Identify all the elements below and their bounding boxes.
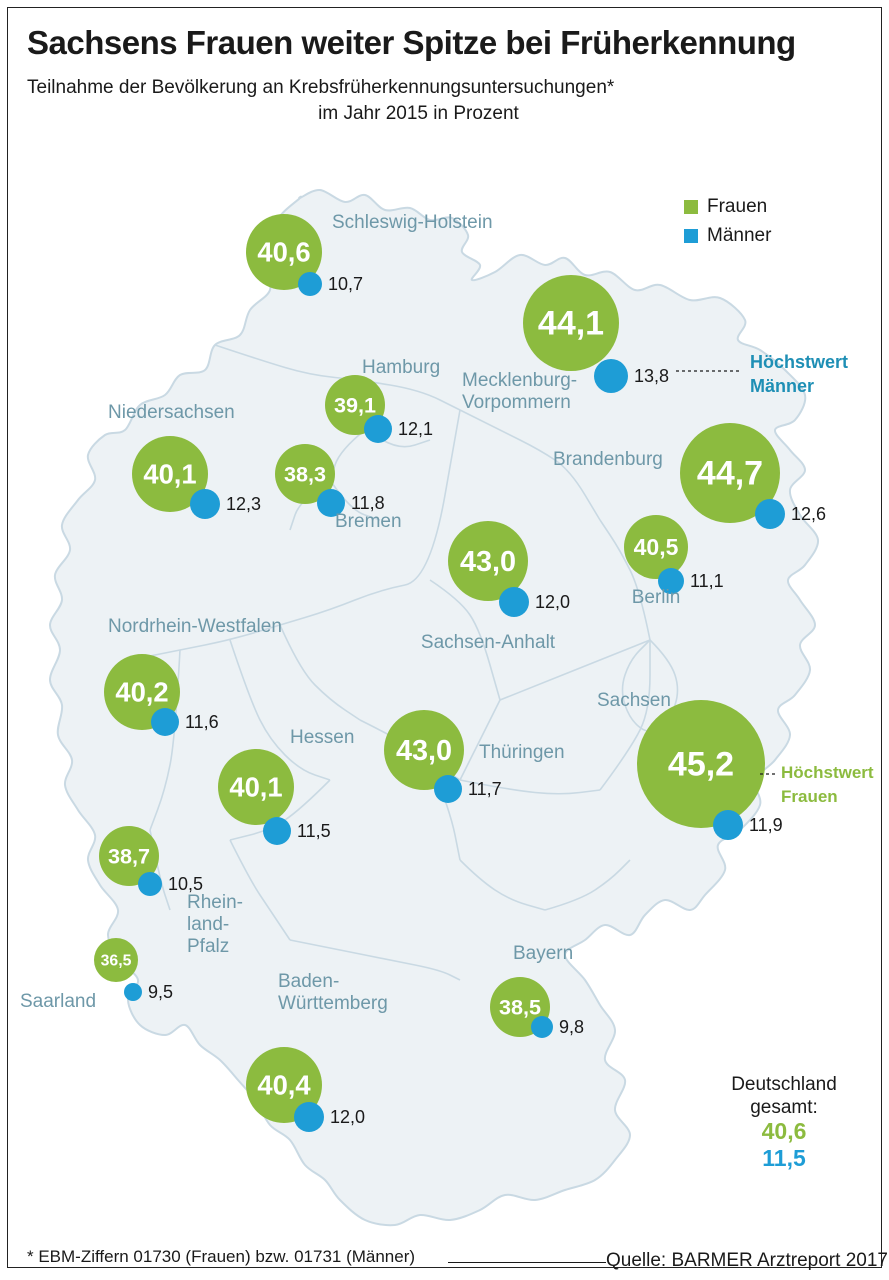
svg-text:40,4: 40,4 (257, 1069, 311, 1100)
svg-text:40,6: 40,6 (762, 1118, 807, 1144)
svg-text:Frauen: Frauen (781, 787, 838, 806)
svg-text:Brandenburg: Brandenburg (553, 449, 663, 470)
svg-text:40,1: 40,1 (143, 458, 196, 489)
svg-text:36,5: 36,5 (101, 952, 132, 969)
svg-text:Hamburg: Hamburg (362, 357, 440, 378)
svg-text:45,2: 45,2 (668, 746, 734, 784)
svg-text:12,3: 12,3 (226, 494, 261, 514)
svg-text:12,0: 12,0 (535, 592, 570, 612)
svg-text:10,5: 10,5 (168, 874, 203, 894)
svg-text:12,1: 12,1 (398, 419, 433, 439)
svg-text:Bayern: Bayern (513, 943, 573, 964)
svg-text:Mecklenburg-Vorpommern: Mecklenburg-Vorpommern (462, 370, 577, 413)
svg-text:Nordrhein-Westfalen: Nordrhein-Westfalen (108, 616, 282, 637)
svg-text:11,5: 11,5 (297, 821, 331, 841)
svg-text:11,1: 11,1 (690, 571, 724, 591)
svg-text:Niedersachsen: Niedersachsen (108, 402, 235, 423)
svg-text:Sachsen: Sachsen (597, 690, 671, 711)
svg-text:40,1: 40,1 (229, 771, 282, 802)
svg-text:44,7: 44,7 (697, 455, 763, 493)
svg-text:39,1: 39,1 (334, 392, 376, 417)
svg-text:38,5: 38,5 (499, 994, 541, 1019)
svg-text:11,9: 11,9 (749, 815, 783, 835)
svg-text:11,5: 11,5 (762, 1145, 806, 1171)
svg-text:Höchstwert: Höchstwert (781, 763, 874, 782)
svg-text:Berlin: Berlin (632, 587, 681, 608)
svg-text:Männer: Männer (750, 376, 814, 396)
svg-text:43,0: 43,0 (460, 546, 516, 578)
svg-text:11,6: 11,6 (185, 712, 219, 732)
svg-text:38,3: 38,3 (284, 461, 326, 486)
svg-text:43,0: 43,0 (396, 735, 452, 767)
svg-text:Deutschland: Deutschland (731, 1074, 837, 1095)
svg-text:9,5: 9,5 (148, 982, 173, 1002)
svg-text:38,7: 38,7 (108, 843, 150, 868)
svg-text:11,8: 11,8 (351, 493, 385, 513)
svg-text:40,5: 40,5 (634, 534, 679, 560)
svg-text:Schleswig-Holstein: Schleswig-Holstein (332, 212, 493, 233)
svg-text:Sachsen-Anhalt: Sachsen-Anhalt (421, 632, 556, 653)
svg-text:10,7: 10,7 (328, 274, 363, 294)
svg-text:gesamt:: gesamt: (750, 1097, 818, 1118)
svg-text:Hessen: Hessen (290, 727, 354, 748)
svg-text:40,6: 40,6 (257, 236, 310, 267)
svg-text:40,2: 40,2 (115, 676, 168, 707)
svg-text:Höchstwert: Höchstwert (750, 352, 848, 372)
svg-text:44,1: 44,1 (538, 305, 604, 343)
svg-text:12,6: 12,6 (791, 504, 826, 524)
svg-text:12,0: 12,0 (330, 1107, 365, 1127)
svg-text:11,7: 11,7 (468, 779, 502, 799)
svg-text:Thüringen: Thüringen (479, 742, 565, 763)
svg-text:9,8: 9,8 (559, 1017, 584, 1037)
svg-text:Bremen: Bremen (335, 511, 402, 532)
svg-text:13,8: 13,8 (634, 366, 669, 386)
svg-text:Saarland: Saarland (20, 991, 96, 1012)
